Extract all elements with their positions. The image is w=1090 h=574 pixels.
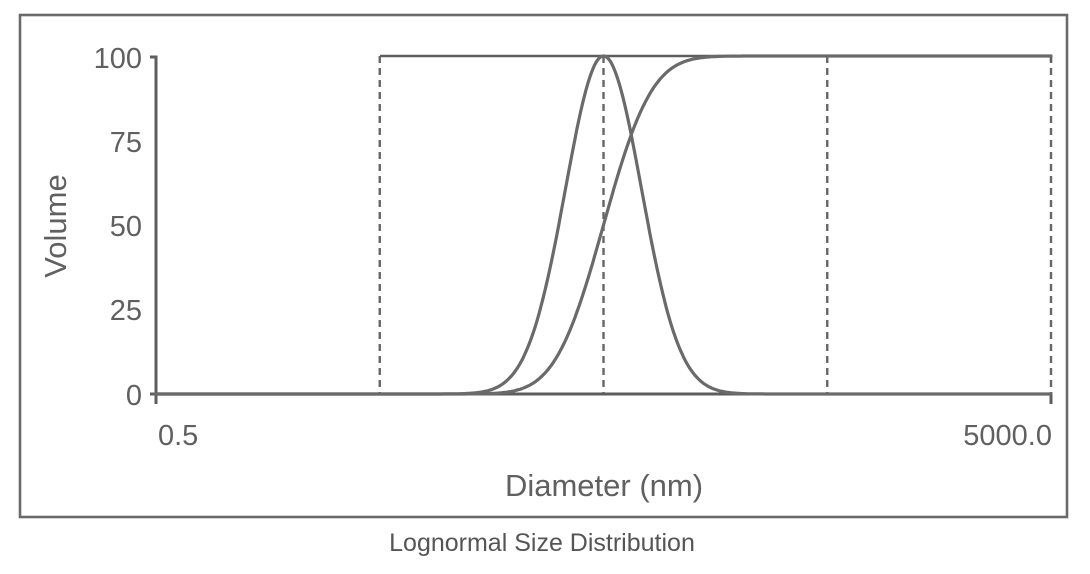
y-tick-75: 75 — [110, 127, 142, 159]
x-axis-title: Diameter (nm) — [505, 468, 703, 503]
vertical-gridlines — [378, 56, 1053, 394]
y-axis-title: Volume — [38, 174, 73, 277]
y-tick-50: 50 — [110, 211, 142, 243]
chart-caption: Lognormal Size Distribution — [389, 529, 695, 557]
x-tick-min: 0.5 — [158, 420, 198, 452]
y-axis — [150, 55, 158, 404]
y-tick-100: 100 — [94, 43, 142, 75]
y-tick-25: 25 — [110, 295, 142, 327]
x-tick-max: 5000.0 — [963, 420, 1052, 452]
cumulative-curve — [154, 54, 1053, 396]
y-tick-0: 0 — [126, 380, 142, 412]
chart-frame — [18, 13, 1069, 519]
y-tick-labels: 100 75 50 25 0 — [94, 43, 142, 412]
